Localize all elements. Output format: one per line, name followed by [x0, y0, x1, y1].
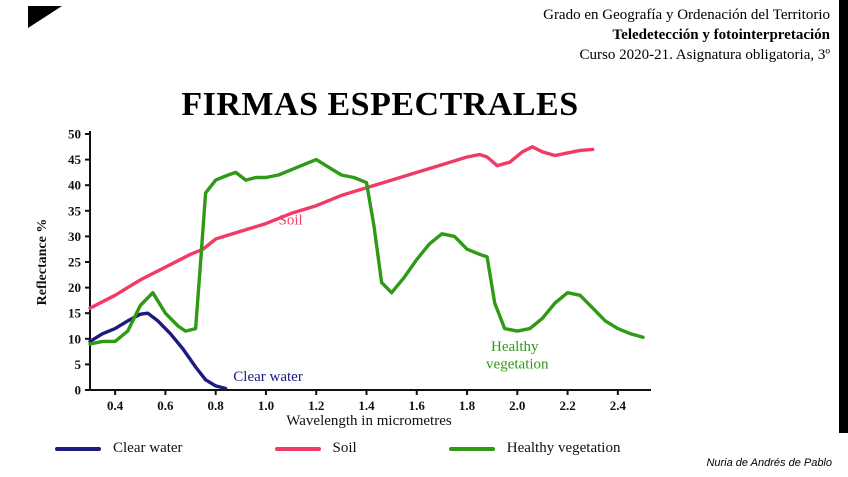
y-tick-label: 50 [68, 127, 81, 142]
header-line-degree: Grado en Geografía y Ordenación del Terr… [543, 7, 830, 23]
x-tick-label: 1.0 [258, 398, 274, 413]
y-tick-label: 40 [68, 178, 81, 193]
series-line-clear-water [88, 311, 228, 391]
x-tick-label: 2.0 [509, 398, 525, 413]
x-tick-label: 0.8 [208, 398, 225, 413]
y-tick-label: 35 [68, 203, 82, 218]
spectral-signatures-chart: 0 5 10 15 20 25 30 35 40 45 50 0.4 0.6 0.8 1.0 1.2 1.4 1.… [32, 126, 664, 430]
legend-label-healthy-vegetation: Healthy vegetation [506, 440, 621, 456]
y-tick-label: 20 [68, 280, 81, 295]
page-title: FIRMAS ESPECTRALES [181, 86, 579, 123]
legend-swatch-soil [274, 446, 321, 451]
x-tick-label: 0.4 [107, 398, 124, 413]
chart-annotation: vegetation [486, 356, 549, 372]
legend-item-healthy-vegetation: Healthy vegetation [448, 440, 621, 457]
x-tick-label: 1.8 [459, 398, 476, 413]
y-tick-label: 5 [75, 357, 82, 372]
y-tick-label: 0 [75, 383, 82, 398]
x-tick-label: 1.4 [358, 398, 375, 413]
legend-swatch-clear-water [55, 446, 101, 451]
legend-label-soil: Soil [332, 440, 357, 456]
header-line-subject: Teledetección y fotointerpretación [612, 26, 830, 43]
y-axis-label: Reflectance % [35, 219, 50, 306]
spectral-chart-svg: 0 5 10 15 20 25 30 35 40 45 50 0.4 0.6 0.8 1.0 1.2 1.4 1.… [35, 127, 651, 429]
x-tick-label: 2.4 [610, 398, 627, 413]
chart-annotation: Healthy [491, 339, 539, 355]
right-edge-bar-decoration [839, 0, 848, 433]
legend-label-clear-water: Clear water [113, 440, 183, 456]
x-tick-label: 1.6 [409, 398, 426, 413]
y-tick-label: 10 [68, 331, 81, 346]
x-tick-label: 2.2 [559, 398, 575, 413]
legend-item-clear-water: Clear water [55, 440, 183, 457]
y-tick-label: 30 [68, 229, 81, 244]
series-line-healthy-vegetation [88, 157, 645, 346]
chart-annotation: Clear water [233, 369, 303, 385]
author-credit: Nuria de Andrés de Pablo [706, 457, 832, 469]
x-tick-label: 0.6 [157, 398, 174, 413]
chart-legend: Clear water Soil Healthy vegetation [55, 440, 712, 457]
y-tick-label: 15 [68, 306, 82, 321]
course-header: Grado en Geografía y Ordenación del Terr… [543, 6, 830, 65]
x-tick-label: 1.2 [308, 398, 324, 413]
chart-annotation: Soil [279, 213, 303, 229]
corner-triangle-decoration [28, 6, 62, 28]
y-tick-label: 25 [68, 255, 82, 270]
legend-item-soil: Soil [274, 440, 357, 457]
y-tick-label: 45 [68, 152, 82, 167]
header-line-course: Curso 2020-21. Asignatura obligatoria, 3… [579, 46, 830, 63]
legend-swatch-healthy-vegetation [448, 446, 495, 451]
x-axis-label: Wavelength in micrometres [286, 413, 452, 429]
series-line-soil [88, 145, 595, 310]
